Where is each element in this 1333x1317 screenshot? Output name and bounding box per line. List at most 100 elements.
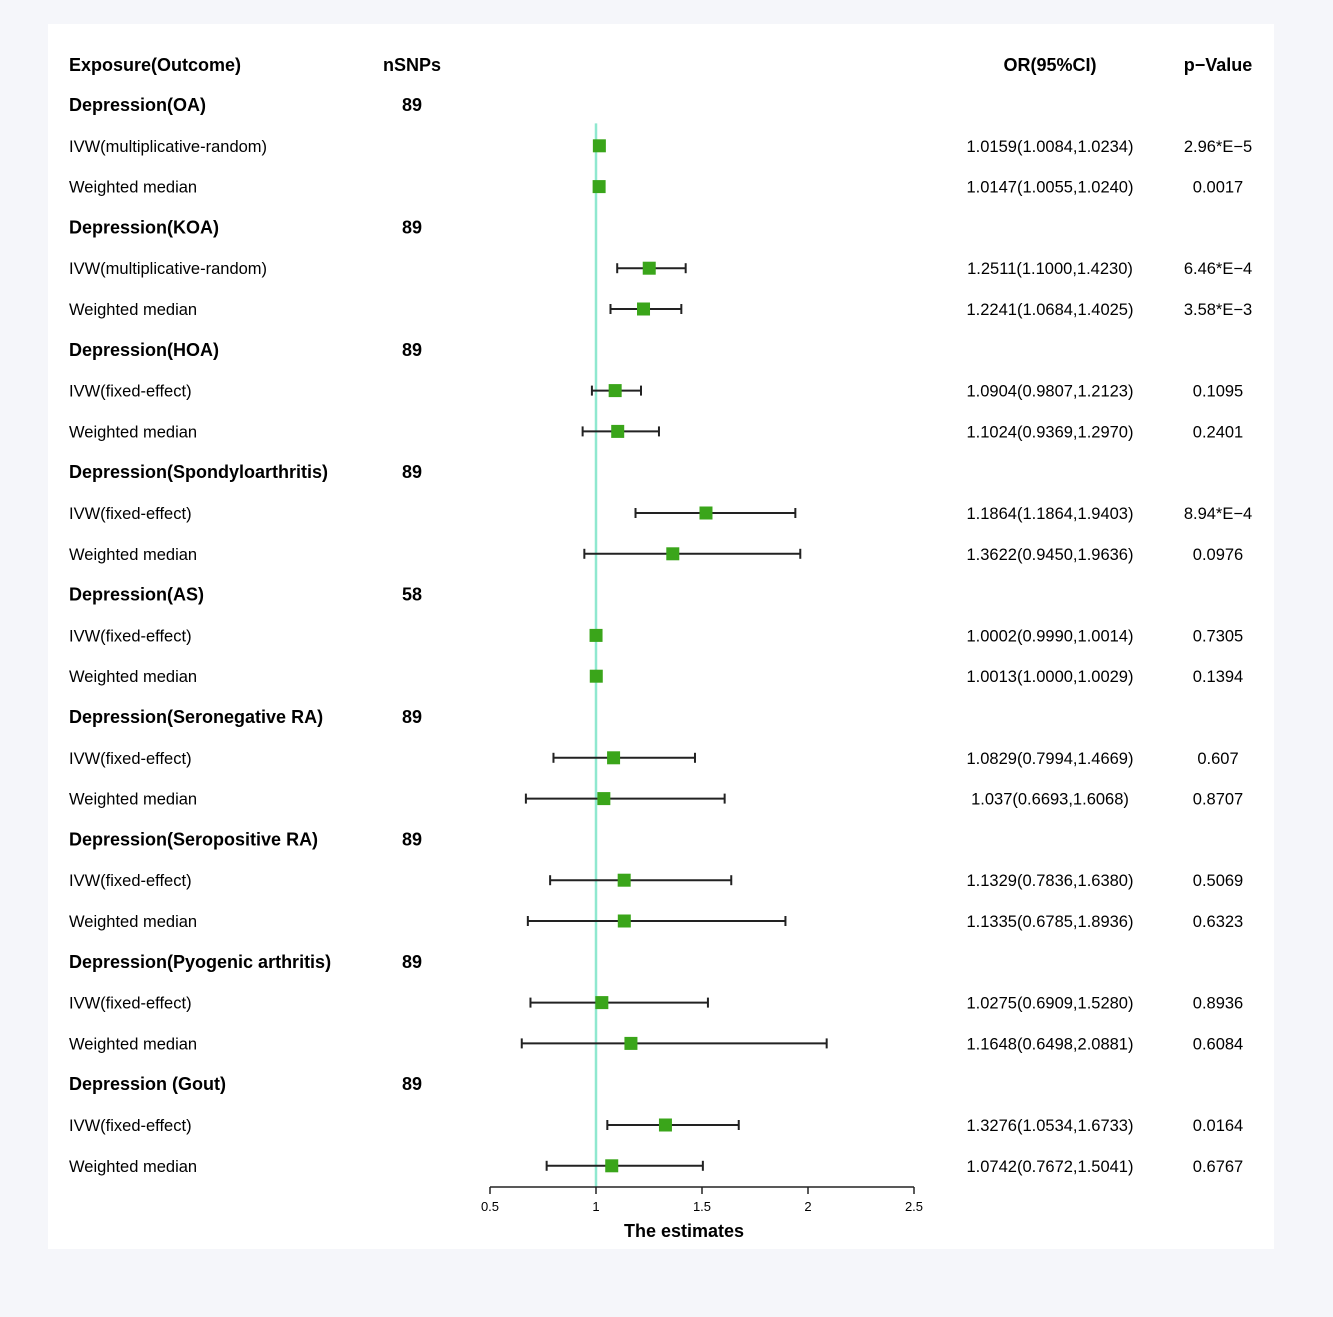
method-label: IVW(fixed-effect)	[69, 505, 192, 523]
estimate-marker	[589, 669, 603, 683]
estimate-marker	[592, 180, 606, 194]
or-ci-value: 1.0002(0.9990,1.0014)	[967, 627, 1134, 645]
or-ci-value: 1.0829(0.7994,1.4669)	[967, 750, 1134, 768]
x-axis-label: The estimates	[624, 1221, 744, 1241]
or-ci-value: 1.0904(0.9807,1.2123)	[967, 383, 1134, 401]
p-value: 3.58*E−3	[1184, 301, 1252, 319]
p-value: 0.2401	[1193, 423, 1243, 441]
group-nsnps: 89	[402, 1074, 422, 1094]
p-value: 0.5069	[1193, 872, 1243, 890]
p-value: 0.6084	[1193, 1035, 1243, 1053]
estimate-marker	[611, 424, 625, 438]
estimate-marker	[642, 261, 656, 275]
estimate-marker	[605, 1159, 619, 1173]
method-label: IVW(fixed-effect)	[69, 383, 192, 401]
method-label: Weighted median	[69, 668, 197, 686]
method-label: Weighted median	[69, 546, 197, 564]
x-axis: 0.5 1 1.5 2 2.5	[481, 1186, 923, 1214]
x-tick-label: 2	[804, 1199, 811, 1214]
estimate-marker	[624, 1036, 638, 1050]
estimate-marker	[608, 384, 622, 398]
group-nsnps: 89	[402, 462, 422, 482]
or-ci-value: 1.0147(1.0055,1.0240)	[967, 179, 1134, 197]
estimate-marker	[666, 547, 680, 561]
p-value: 0.0164	[1193, 1117, 1243, 1135]
or-ci-value: 1.3276(1.0534,1.6733)	[967, 1117, 1134, 1135]
estimate-marker	[597, 792, 611, 806]
method-label: IVW(fixed-effect)	[69, 750, 192, 768]
method-label: Weighted median	[69, 1158, 197, 1176]
header-nsnps: nSNPs	[383, 55, 441, 75]
x-tick-label: 2.5	[905, 1199, 923, 1214]
estimate-marker	[699, 506, 713, 520]
group-label: Depression(Spondyloarthritis)	[69, 462, 328, 482]
p-value: 0.7305	[1193, 627, 1243, 645]
x-tick-label: 1	[592, 1199, 599, 1214]
or-ci-value: 1.3622(0.9450,1.9636)	[967, 546, 1134, 564]
group-nsnps: 89	[402, 95, 422, 115]
method-label: IVW(multiplicative-random)	[69, 138, 267, 156]
group-label: Depression(Seropositive RA)	[69, 829, 318, 849]
estimate-marker	[589, 628, 603, 642]
p-value: 0.0976	[1193, 546, 1243, 564]
or-ci-value: 1.1024(0.9369,1.2970)	[967, 423, 1134, 441]
method-label: IVW(fixed-effect)	[69, 995, 192, 1013]
estimate-marker	[617, 873, 631, 887]
p-value: 0.6323	[1193, 913, 1243, 931]
p-value: 0.8707	[1193, 791, 1243, 809]
p-value: 6.46*E−4	[1184, 260, 1252, 278]
method-label: IVW(fixed-effect)	[69, 872, 192, 890]
or-ci-value: 1.2511(1.1000,1.4230)	[967, 260, 1133, 278]
method-label: IVW(fixed-effect)	[69, 1117, 192, 1135]
or-ci-value: 1.037(0.6693,1.6068)	[971, 791, 1129, 809]
header-exposure: Exposure(Outcome)	[69, 55, 241, 75]
x-tick-label: 0.5	[481, 1199, 499, 1214]
group-label: Depression (Gout)	[69, 1074, 226, 1094]
method-label: Weighted median	[69, 301, 197, 319]
group-label: Depression(KOA)	[69, 217, 219, 237]
estimate-marker	[607, 751, 621, 765]
or-ci-value: 1.0742(0.7672,1.5041)	[967, 1158, 1134, 1176]
group-nsnps: 89	[402, 829, 422, 849]
group-nsnps: 89	[402, 952, 422, 972]
method-label: Weighted median	[69, 913, 197, 931]
estimate-marker	[592, 139, 606, 153]
method-label: Weighted median	[69, 791, 197, 809]
or-ci-value: 1.1335(0.6785,1.8936)	[967, 913, 1134, 931]
p-value: 8.94*E−4	[1184, 505, 1252, 523]
forest-rows: Depression(OA) 89 IVW(multiplicative-rando…	[69, 95, 1252, 1187]
group-label: Depression(HOA)	[69, 340, 219, 360]
p-value: 0.1394	[1193, 668, 1243, 686]
group-nsnps: 58	[402, 585, 422, 605]
or-ci-value: 1.1329(0.7836,1.6380)	[967, 872, 1134, 890]
header-p-value: p−Value	[1184, 55, 1253, 75]
group-nsnps: 89	[402, 340, 422, 360]
group-nsnps: 89	[402, 707, 422, 727]
group-label: Depression(OA)	[69, 95, 206, 115]
or-ci-value: 1.1648(0.6498,2.0881)	[967, 1035, 1134, 1053]
method-label: Weighted median	[69, 1035, 197, 1053]
group-label: Depression(Seronegative RA)	[69, 707, 323, 727]
chart-panel	[48, 24, 1274, 1249]
method-label: Weighted median	[69, 179, 197, 197]
estimate-marker	[658, 1118, 672, 1132]
method-label: IVW(multiplicative-random)	[69, 260, 267, 278]
p-value: 2.96*E−5	[1184, 138, 1252, 156]
or-ci-value: 1.0275(0.6909,1.5280)	[967, 995, 1134, 1013]
p-value: 0.8936	[1193, 995, 1243, 1013]
header-or: OR(95%CI)	[1003, 55, 1096, 75]
or-ci-value: 1.2241(1.0684,1.4025)	[967, 301, 1134, 319]
estimate-marker	[637, 302, 651, 316]
method-label: IVW(fixed-effect)	[69, 627, 192, 645]
or-ci-value: 1.0013(1.0000,1.0029)	[967, 668, 1134, 686]
p-value: 0.1095	[1193, 383, 1243, 401]
x-tick-label: 1.5	[693, 1199, 711, 1214]
p-value: 0.0017	[1193, 179, 1243, 197]
or-ci-value: 1.0159(1.0084,1.0234)	[967, 138, 1134, 156]
estimate-marker	[617, 914, 631, 928]
or-ci-value: 1.1864(1.1864,1.9403)	[967, 505, 1134, 523]
group-label: Depression(Pyogenic arthritis)	[69, 952, 331, 972]
method-label: Weighted median	[69, 423, 197, 441]
p-value: 0.607	[1197, 750, 1238, 768]
